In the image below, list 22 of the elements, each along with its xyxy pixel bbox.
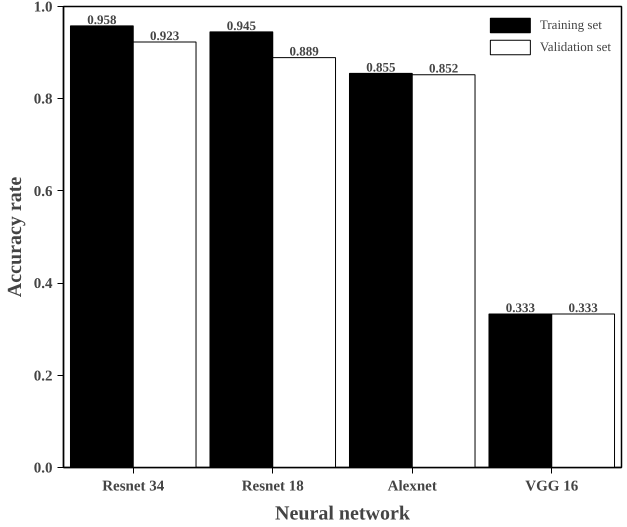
x-tick-label: Alexnet: [388, 478, 437, 494]
legend-label: Validation set: [540, 39, 611, 55]
data-label: 0.333: [506, 300, 536, 315]
y-axis-title: Accuracy rate: [4, 176, 26, 298]
y-tick-label: 0.8: [34, 92, 52, 108]
y-tick-label: 0.2: [34, 368, 52, 384]
x-axis-title: Neural network: [275, 502, 411, 524]
data-label: 0.889: [290, 44, 320, 59]
x-tick-label: Resnet 18: [242, 478, 304, 494]
y-tick-label: 0.0: [34, 460, 52, 476]
legend-label: Training set: [540, 17, 602, 33]
data-label: 0.945: [226, 18, 256, 33]
data-label: 0.333: [568, 300, 598, 315]
data-label: 0.852: [429, 60, 458, 76]
y-tick-label: 0.6: [34, 184, 53, 200]
y-tick-label: 1.0: [34, 0, 52, 16]
x-tick-label: Resnet 34: [102, 478, 165, 494]
data-label: 0.855: [366, 59, 396, 74]
x-tick-label: VGG 16: [525, 478, 579, 494]
y-tick-label: 0.4: [34, 276, 53, 292]
data-label: 0.958: [87, 12, 117, 27]
data-label: 0.923: [150, 28, 180, 43]
